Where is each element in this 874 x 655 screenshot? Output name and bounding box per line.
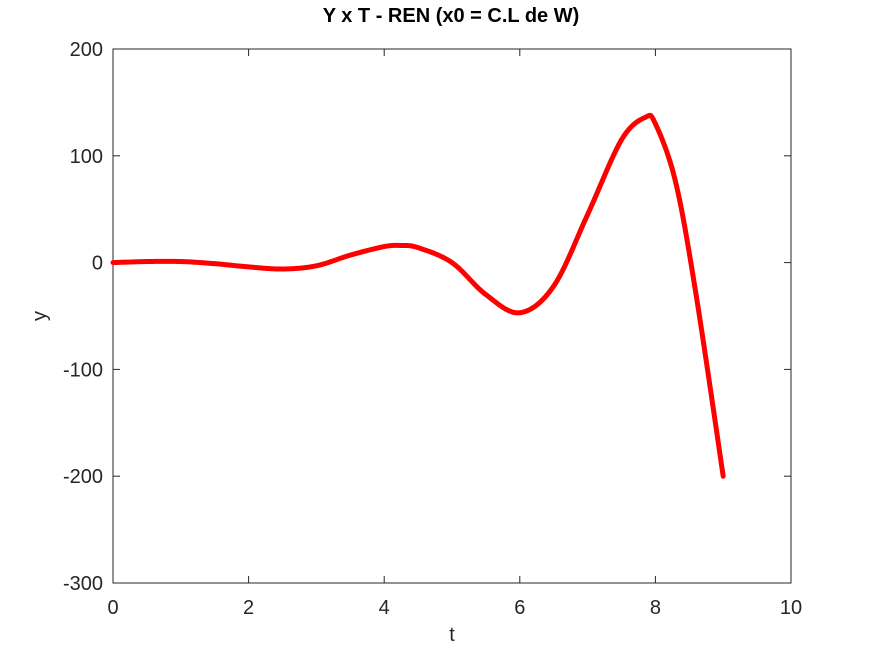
x-tick-label: 2 <box>243 597 254 619</box>
plot-area <box>112 48 792 584</box>
x-tick-label: 4 <box>379 597 390 619</box>
y-tick-label: 200 <box>70 39 103 61</box>
x-axis-label: t <box>449 624 455 646</box>
y-tick-label: -200 <box>63 466 103 488</box>
y-axis-label: y <box>29 311 51 321</box>
y-tick-label: 100 <box>70 146 103 168</box>
x-tick-label: 6 <box>514 597 525 619</box>
chart-title: Y x T - REN (x0 = C.L de W) <box>323 5 580 27</box>
y-tick-label: 0 <box>92 253 103 275</box>
x-tick-label: 0 <box>107 597 118 619</box>
y-tick-label: -100 <box>63 359 103 381</box>
x-tick-label: 10 <box>780 597 802 619</box>
y-tick-label: -300 <box>63 573 103 595</box>
x-axis-ticks: 0 2 4 6 8 10 <box>107 49 802 619</box>
series-line <box>110 112 726 479</box>
x-tick-label: 8 <box>650 597 661 619</box>
